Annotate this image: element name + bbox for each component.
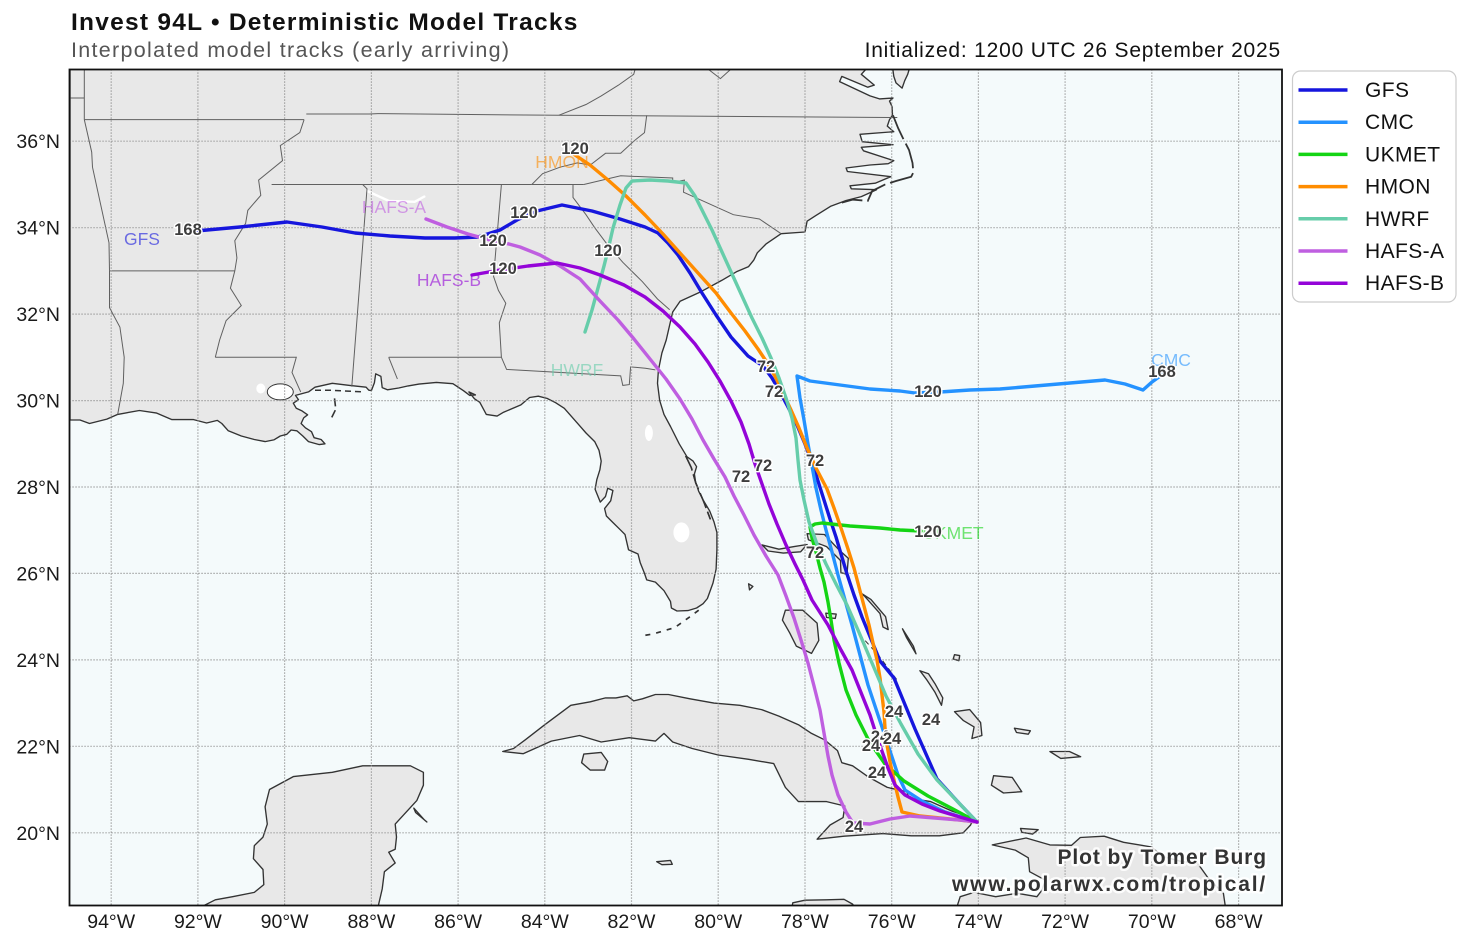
svg-text:HAFS-B: HAFS-B: [417, 270, 481, 290]
svg-text:HAFS-A: HAFS-A: [1365, 240, 1444, 263]
svg-text:72: 72: [806, 544, 824, 562]
svg-text:120: 120: [561, 140, 589, 158]
svg-text:88°W: 88°W: [347, 911, 395, 933]
svg-text:24: 24: [883, 730, 902, 748]
svg-text:24: 24: [871, 728, 890, 746]
svg-text:Initialized: 1200 UTC 26 Septe: Initialized: 1200 UTC 26 September 2025: [865, 39, 1281, 62]
svg-text:HAFS-B: HAFS-B: [1365, 272, 1444, 295]
svg-text:HMON: HMON: [535, 152, 588, 172]
svg-text:92°W: 92°W: [174, 911, 222, 933]
svg-text:GFS: GFS: [124, 229, 160, 249]
svg-text:24: 24: [845, 818, 864, 836]
svg-text:24: 24: [885, 703, 904, 721]
svg-text:26°N: 26°N: [16, 563, 60, 585]
svg-text:74°W: 74°W: [954, 911, 1002, 933]
svg-text:90°W: 90°W: [261, 911, 309, 933]
svg-text:84°W: 84°W: [521, 911, 569, 933]
svg-text:Plot by Tomer Burg: Plot by Tomer Burg: [1058, 846, 1268, 869]
svg-text:28°N: 28°N: [16, 477, 60, 499]
svg-text:HAFS-A: HAFS-A: [362, 197, 427, 217]
svg-text:Interpolated model tracks (ear: Interpolated model tracks (early arrivin…: [71, 38, 510, 62]
svg-text:CMC: CMC: [1365, 111, 1414, 134]
svg-text:80°W: 80°W: [694, 911, 742, 933]
svg-text:32°N: 32°N: [16, 304, 60, 326]
svg-text:UKMET: UKMET: [922, 523, 984, 543]
svg-text:24: 24: [862, 737, 881, 755]
svg-text:36°N: 36°N: [16, 131, 60, 153]
svg-text:72: 72: [806, 452, 824, 470]
svg-text:120: 120: [479, 232, 507, 250]
svg-text:120: 120: [914, 523, 942, 541]
svg-text:72: 72: [754, 457, 772, 475]
svg-text:20°N: 20°N: [16, 823, 60, 845]
svg-text:CMC: CMC: [1151, 350, 1191, 370]
svg-text:HWRF: HWRF: [551, 360, 603, 380]
svg-text:168: 168: [1148, 363, 1176, 381]
svg-text:Invest 94L • Deterministic Mod: Invest 94L • Deterministic Model Tracks: [71, 9, 579, 36]
svg-text:86°W: 86°W: [434, 911, 482, 933]
svg-text:120: 120: [510, 204, 538, 222]
svg-text:82°W: 82°W: [608, 911, 656, 933]
svg-text:120: 120: [914, 383, 942, 401]
svg-text:68°W: 68°W: [1215, 911, 1263, 933]
svg-text:HMON: HMON: [1365, 176, 1431, 199]
svg-text:HWRF: HWRF: [1365, 208, 1430, 231]
svg-text:24: 24: [868, 764, 887, 782]
svg-text:168: 168: [174, 221, 202, 239]
svg-text:22°N: 22°N: [16, 736, 60, 758]
svg-text:24°N: 24°N: [16, 650, 60, 672]
svg-text:78°W: 78°W: [781, 911, 829, 933]
svg-text:UKMET: UKMET: [1365, 143, 1441, 166]
svg-text:24: 24: [922, 711, 941, 729]
svg-text:72: 72: [757, 358, 775, 376]
svg-text:34°N: 34°N: [16, 218, 60, 240]
svg-text:70°W: 70°W: [1128, 911, 1176, 933]
svg-text:30°N: 30°N: [16, 391, 60, 413]
svg-text:120: 120: [489, 260, 517, 278]
svg-text:76°W: 76°W: [868, 911, 916, 933]
svg-text:GFS: GFS: [1365, 79, 1409, 102]
svg-text:72: 72: [732, 468, 750, 486]
svg-text:94°W: 94°W: [87, 911, 135, 933]
svg-text:www.polarwx.com/tropical/: www.polarwx.com/tropical/: [951, 873, 1267, 896]
svg-text:120: 120: [594, 242, 622, 260]
svg-text:72: 72: [765, 383, 783, 401]
svg-text:72°W: 72°W: [1041, 911, 1089, 933]
